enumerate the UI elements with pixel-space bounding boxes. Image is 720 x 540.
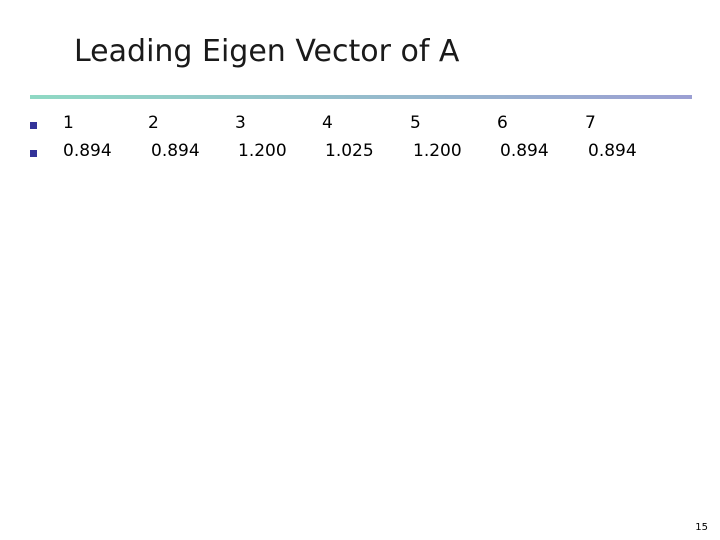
value-cell: 0.894 bbox=[63, 141, 112, 161]
index-cell: 3 bbox=[235, 113, 246, 133]
index-cell: 5 bbox=[410, 113, 421, 133]
index-cell: 6 bbox=[497, 113, 508, 133]
value-cell: 1.200 bbox=[238, 141, 287, 161]
value-cell: 0.894 bbox=[588, 141, 637, 161]
index-cell: 7 bbox=[585, 113, 596, 133]
value-cell: 0.894 bbox=[151, 141, 200, 161]
page-number: 15 bbox=[695, 522, 708, 533]
index-cell: 2 bbox=[148, 113, 159, 133]
value-cell: 0.894 bbox=[500, 141, 549, 161]
value-cell: 1.200 bbox=[413, 141, 462, 161]
index-cell: 1 bbox=[63, 113, 74, 133]
title-rule bbox=[30, 95, 692, 99]
bullet bbox=[30, 122, 37, 129]
index-cell: 4 bbox=[322, 113, 333, 133]
bullet bbox=[30, 150, 37, 157]
slide-title: Leading Eigen Vector of A bbox=[74, 34, 460, 69]
value-cell: 1.025 bbox=[325, 141, 374, 161]
